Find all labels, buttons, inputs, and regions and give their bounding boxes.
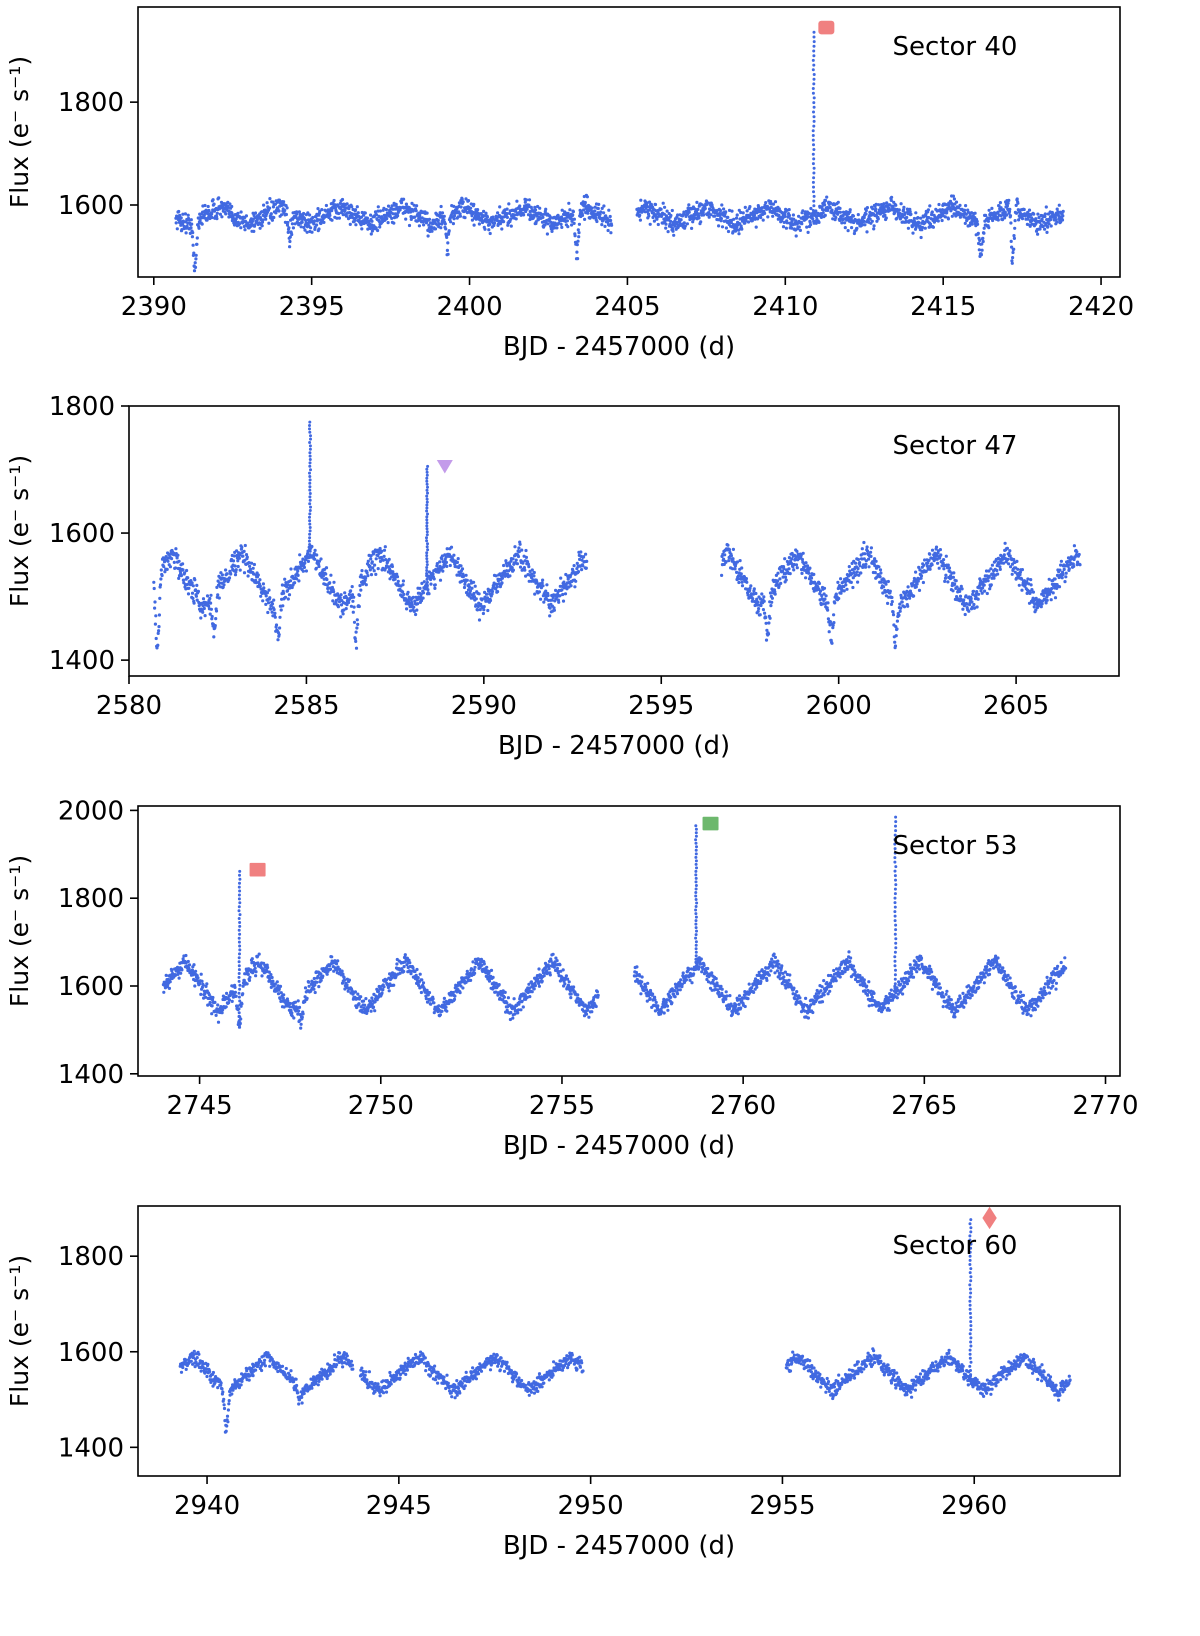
flare-1 xyxy=(694,824,699,968)
x-tick-label: 2395 xyxy=(279,292,345,322)
y-tick-label: 1400 xyxy=(58,1060,124,1090)
flare-0 xyxy=(237,869,242,1027)
y-tick-label: 2000 xyxy=(58,796,124,826)
x-tick-label: 2595 xyxy=(628,691,694,721)
sector-label: Sector 40 xyxy=(893,32,1018,62)
x-axis-label: BJD - 2457000 (d) xyxy=(498,731,730,761)
x-tick-label: 2765 xyxy=(891,1091,957,1121)
y-tick-label: 1600 xyxy=(49,519,115,549)
y-tick-label: 1600 xyxy=(58,972,124,1002)
y-tick-label: 1800 xyxy=(58,1242,124,1272)
light-curve-points xyxy=(152,420,1082,650)
x-tick-label: 2400 xyxy=(436,292,502,322)
y-tick-label: 1800 xyxy=(49,392,115,422)
flare-0 xyxy=(968,1218,973,1381)
flare-spike xyxy=(425,464,430,587)
x-axis-label: BJD - 2457000 (d) xyxy=(503,1131,735,1161)
x-tick-label: 2420 xyxy=(1068,292,1134,322)
flare-marker-square xyxy=(249,862,266,877)
y-tick-label: 1600 xyxy=(58,1338,124,1368)
x-tick-label: 2745 xyxy=(167,1091,233,1121)
sector-label: Sector 60 xyxy=(893,1231,1018,1261)
flare-0 xyxy=(811,30,816,217)
axes-frame xyxy=(128,405,1120,677)
flare-marker-triangle_down xyxy=(436,459,453,474)
panel-sector-53: BJD - 2457000 (d) Flux (e⁻ s⁻¹) 2745 2750… xyxy=(5,796,1139,1161)
x-tick-label: 2945 xyxy=(366,1491,432,1521)
panel-sector-40: BJD - 2457000 (d) Flux (e⁻ s⁻¹) 2390 2395… xyxy=(5,6,1134,362)
x-tick-label: 2755 xyxy=(529,1091,595,1121)
y-tick-label: 1400 xyxy=(49,646,115,676)
x-tick-label: 2955 xyxy=(749,1491,815,1521)
panel-sector-47: BJD - 2457000 (d) Flux (e⁻ s⁻¹) 2580 2585… xyxy=(5,392,1120,761)
axes-frame xyxy=(137,1205,1121,1477)
x-tick-label: 2390 xyxy=(121,292,187,322)
x-tick-label: 2415 xyxy=(910,292,976,322)
x-tick-label: 2580 xyxy=(96,691,162,721)
y-tick-label: 1800 xyxy=(58,884,124,914)
x-tick-label: 2590 xyxy=(451,691,517,721)
y-tick-label: 1800 xyxy=(58,88,124,118)
y-axis-label: Flux (e⁻ s⁻¹) xyxy=(5,855,34,1007)
axes-frame xyxy=(137,805,1121,1077)
flux-series xyxy=(174,193,1065,273)
flare-1 xyxy=(425,464,430,587)
axes-frame xyxy=(137,6,1121,278)
sector-label: Sector 53 xyxy=(893,831,1018,861)
flare-0 xyxy=(307,420,313,557)
x-tick-label: 2600 xyxy=(806,691,872,721)
y-axis-label: Flux (e⁻ s⁻¹) xyxy=(5,56,34,208)
x-tick-label: 2960 xyxy=(941,1491,1007,1521)
light-curve-points xyxy=(161,815,1068,1030)
x-tick-label: 2605 xyxy=(983,691,1049,721)
light-curve-points xyxy=(174,30,1065,273)
flare-spike xyxy=(811,30,816,217)
x-tick-label: 2410 xyxy=(752,292,818,322)
x-tick-label: 2585 xyxy=(273,691,339,721)
y-axis-label: Flux (e⁻ s⁻¹) xyxy=(5,455,34,607)
flare-spike xyxy=(694,824,699,968)
panel-sector-60: BJD - 2457000 (d) Flux (e⁻ s⁻¹) 2940 2945… xyxy=(5,1205,1121,1561)
x-tick-label: 2950 xyxy=(558,1491,624,1521)
flare-spike xyxy=(893,815,898,995)
flare-spike xyxy=(968,1218,973,1381)
flux-series xyxy=(152,540,1082,650)
sector-label: Sector 47 xyxy=(893,431,1018,461)
flare-2 xyxy=(893,815,898,995)
flare-spike xyxy=(237,869,242,1027)
flare-marker-square xyxy=(702,816,719,831)
flare-marker-diamond xyxy=(982,1206,997,1230)
x-tick-label: 2750 xyxy=(348,1091,414,1121)
flux-series xyxy=(178,1347,1072,1434)
x-tick-label: 2940 xyxy=(174,1491,240,1521)
y-tick-label: 1600 xyxy=(58,191,124,221)
light-curve-points xyxy=(178,1218,1072,1434)
flare-spike xyxy=(307,420,313,557)
flux-series xyxy=(161,950,1068,1030)
y-tick-label: 1400 xyxy=(58,1433,124,1463)
y-axis-label: Flux (e⁻ s⁻¹) xyxy=(5,1255,34,1407)
x-axis-label: BJD - 2457000 (d) xyxy=(503,332,735,362)
flare-marker-hexagon xyxy=(818,20,835,35)
x-axis-label: BJD - 2457000 (d) xyxy=(503,1531,735,1561)
x-tick-label: 2760 xyxy=(710,1091,776,1121)
x-tick-label: 2770 xyxy=(1072,1091,1138,1121)
x-tick-label: 2405 xyxy=(594,292,660,322)
